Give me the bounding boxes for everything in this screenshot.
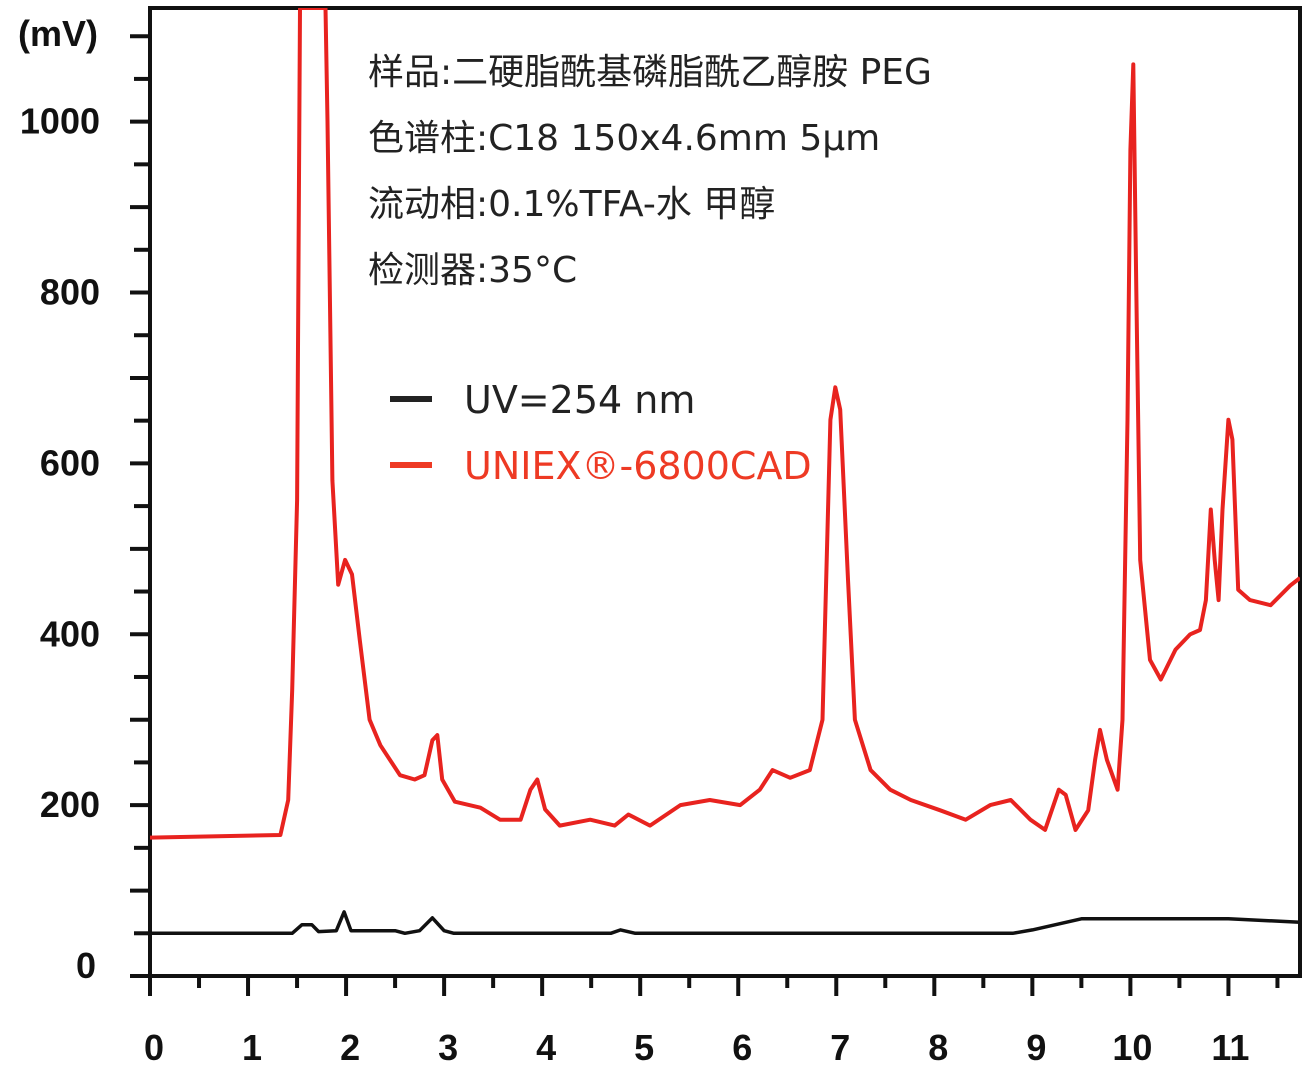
x-tick-label: 3 bbox=[438, 1027, 458, 1067]
legend-label-cad: UNIEX®-6800CAD bbox=[464, 444, 812, 488]
legend: UV=254 nm UNIEX®-6800CAD bbox=[390, 378, 812, 488]
annotation-detector: 检测器:35°C bbox=[368, 250, 577, 291]
y-tick-label: 400 bbox=[40, 613, 100, 654]
x-tick-label: 6 bbox=[732, 1027, 752, 1067]
x-tick-label: 7 bbox=[830, 1027, 850, 1067]
y-tick-label: 800 bbox=[40, 272, 100, 313]
y-axis-label: (mV) bbox=[18, 13, 98, 54]
series-line-uv bbox=[150, 910, 1300, 936]
annotations: 样品:二硬脂酰基磷脂酰乙醇胺 PEG 色谱柱:C18 150x4.6mm 5µm… bbox=[368, 52, 932, 291]
x-tick-label: 10 bbox=[1112, 1027, 1152, 1067]
y-tick-label: 0 bbox=[76, 945, 96, 986]
plot-border bbox=[148, 6, 1302, 978]
x-tick-label: 11 bbox=[1211, 1027, 1249, 1067]
x-tick-label: 8 bbox=[928, 1027, 948, 1067]
y-tick-label: 200 bbox=[40, 784, 100, 825]
series-line-cad bbox=[150, 8, 1300, 840]
legend-label-uv: UV=254 nm bbox=[464, 378, 695, 422]
series-layer bbox=[150, 8, 1300, 936]
annotation-mobile-phase: 流动相:0.1%TFA-水 甲醇 bbox=[368, 184, 775, 225]
plot-frame bbox=[148, 6, 1302, 978]
x-axis: 0 1 2 3 4 5 6 7 8 9 10 11 bbox=[144, 976, 1280, 1067]
x-tick-label: 5 bbox=[634, 1027, 654, 1067]
x-tick-label: 0 bbox=[144, 1027, 164, 1067]
x-tick-label: 2 bbox=[340, 1027, 360, 1067]
x-tick-label: 1 bbox=[242, 1027, 262, 1067]
y-tick-label: 600 bbox=[40, 442, 100, 483]
y-tick-label: 1000 bbox=[20, 101, 100, 142]
annotation-sample: 样品:二硬脂酰基磷脂酰乙醇胺 PEG bbox=[368, 52, 932, 93]
x-tick-label: 4 bbox=[536, 1027, 556, 1067]
x-tick-label: 9 bbox=[1026, 1027, 1046, 1067]
y-axis: 0 200 400 600 800 1000 bbox=[20, 34, 150, 986]
annotation-column: 色谱柱:C18 150x4.6mm 5µm bbox=[368, 118, 880, 159]
